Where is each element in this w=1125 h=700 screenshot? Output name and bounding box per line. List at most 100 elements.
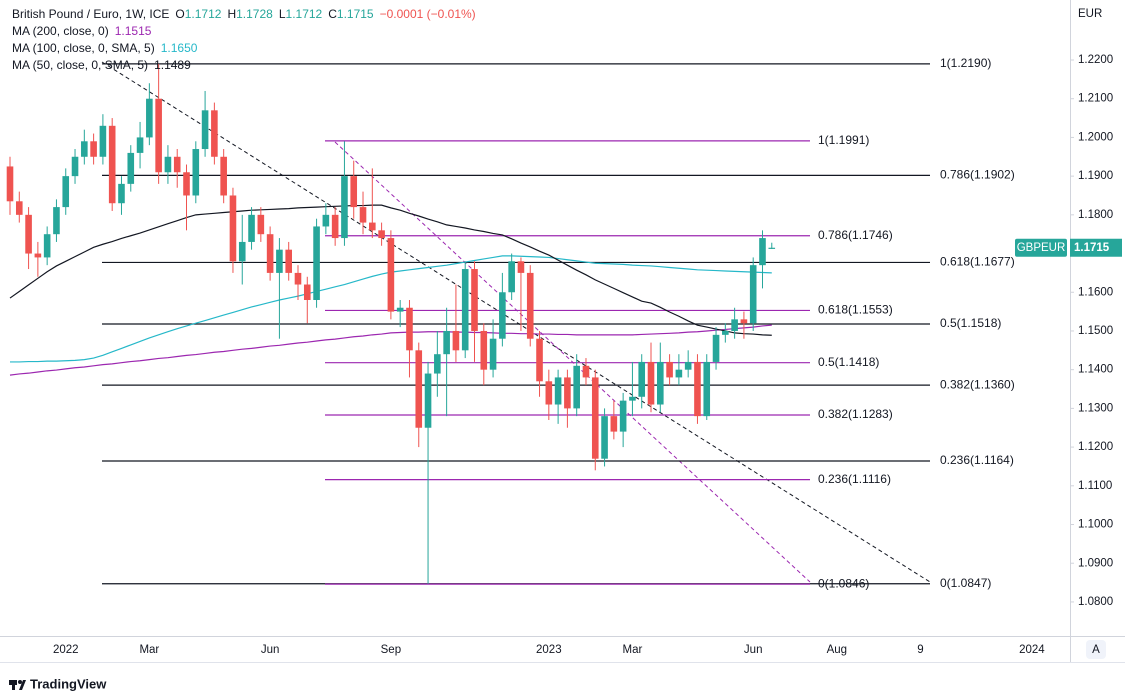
fib-label: 0.618(1.1677) xyxy=(940,255,1015,269)
y-tick-label: 1.1400 xyxy=(1078,364,1113,376)
candle-body xyxy=(229,195,237,262)
y-tick-label: 1.2000 xyxy=(1078,131,1113,143)
y-tick-label: 1.1500 xyxy=(1078,325,1113,337)
candle-body xyxy=(146,98,153,138)
candle-body xyxy=(591,377,599,459)
candle-body xyxy=(183,172,190,196)
ohlc-key: O xyxy=(175,7,184,21)
auto-scale-button[interactable] xyxy=(1086,640,1106,659)
candle-body xyxy=(768,247,776,249)
candle-body xyxy=(536,338,543,382)
x-tick-label: 9 xyxy=(917,644,923,656)
candle-body xyxy=(424,373,432,428)
y-tick-label: 1.0800 xyxy=(1078,596,1113,608)
y-tick-label: 1.1200 xyxy=(1078,441,1113,453)
x-tick-label: Jun xyxy=(261,644,280,656)
price-label: 1.1715 xyxy=(1074,242,1110,254)
y-tick-label: 1.1100 xyxy=(1078,480,1112,492)
y-tick-label: 1.2200 xyxy=(1078,54,1113,66)
candle-body xyxy=(675,369,683,378)
candle-body xyxy=(499,292,506,339)
candle-body xyxy=(489,338,497,370)
x-tick-label: Sep xyxy=(381,644,401,656)
candle-body xyxy=(712,334,720,362)
y-tick-label: 1.1000 xyxy=(1078,519,1113,531)
axis-layer: 1.2200 1.2100 1.2000 1.1900 1.1800 1.1600 1.15… xyxy=(53,54,1113,656)
x-tick-label: 2024 xyxy=(1019,644,1045,656)
trend-line xyxy=(334,141,811,583)
legend-value: 1.1515 xyxy=(115,24,152,38)
candle-body xyxy=(62,176,70,208)
candle-body xyxy=(480,330,488,370)
candle-body xyxy=(554,377,562,405)
candle-body xyxy=(248,214,255,242)
candle-body xyxy=(461,269,469,351)
candle-body xyxy=(647,361,655,405)
candle-body xyxy=(657,361,664,405)
candle-body xyxy=(257,214,265,235)
x-tick-label: Mar xyxy=(139,644,159,656)
legend: British Pound / Euro, 1W, ICE O1.1712 H1.1… xyxy=(12,7,476,72)
candle-body xyxy=(629,396,636,401)
fib-label: 0(1.0846) xyxy=(818,576,869,590)
brand-logo xyxy=(9,680,26,690)
x-tick-label: 2022 xyxy=(53,644,79,656)
candle-body xyxy=(266,234,274,273)
candle-body xyxy=(303,284,311,300)
symbol-badge xyxy=(1015,238,1067,257)
candle-body xyxy=(118,183,125,204)
change-value: −0.0001 (−0.01%) xyxy=(380,7,476,21)
candle-body xyxy=(526,272,534,339)
candle-body xyxy=(127,152,135,184)
fib-label: 1(1.1991) xyxy=(818,133,869,147)
candle-body xyxy=(90,141,97,157)
candle-body xyxy=(387,238,395,312)
candle-body xyxy=(740,319,748,324)
candle-body xyxy=(703,361,711,417)
candle-body xyxy=(108,125,116,204)
trend-line xyxy=(101,61,931,583)
y-tick-label: 1.1300 xyxy=(1078,402,1113,414)
candle-body xyxy=(508,261,515,293)
candle-layer xyxy=(6,63,776,584)
candle-body xyxy=(6,166,14,202)
candle-body xyxy=(43,234,51,258)
auto-scale-label[interactable]: A xyxy=(1092,644,1100,656)
x-tick-label: 2023 xyxy=(536,644,562,656)
candle-body xyxy=(359,207,367,223)
candle-body xyxy=(731,319,738,331)
candle-body xyxy=(25,214,32,254)
candle-body xyxy=(322,214,330,227)
legend-title-row: British Pound / Euro, 1W, ICE O1.1712 H1.1… xyxy=(12,7,476,21)
candle-body xyxy=(350,176,358,208)
candle-body xyxy=(415,350,423,428)
y-tick-label: 1.0900 xyxy=(1078,557,1113,569)
currency-label: EUR xyxy=(1078,8,1102,20)
fib-label: 0.618(1.1553) xyxy=(818,303,893,317)
candle-body xyxy=(341,176,348,239)
ohlc-value: 1.1715 xyxy=(337,7,374,21)
candle-body xyxy=(155,98,162,173)
fib-label: 0.382(1.1283) xyxy=(818,407,893,421)
candle-body xyxy=(369,222,376,231)
legend-row: MA (200, close, 0) 1.1515 xyxy=(12,24,152,38)
candle-body xyxy=(471,269,478,331)
candle-body xyxy=(573,365,580,409)
candle-body xyxy=(545,381,553,405)
candle-body xyxy=(192,149,200,196)
fib-label: 0(1.0847) xyxy=(940,576,991,590)
y-tick-label: 1.1600 xyxy=(1078,286,1113,298)
candle-body xyxy=(15,201,23,215)
candle-body xyxy=(434,354,441,374)
y-tick-label: 1.1800 xyxy=(1078,209,1113,221)
fib-label: 0.382(1.1360) xyxy=(940,377,1015,391)
candle-body xyxy=(378,230,385,239)
candle-body xyxy=(285,249,292,273)
candle-body xyxy=(331,214,339,239)
ohlc-key: C xyxy=(328,7,337,21)
ohlc-key: H xyxy=(227,7,236,21)
candle-body xyxy=(238,241,246,262)
candle-body xyxy=(722,330,729,335)
candle-body xyxy=(396,307,404,312)
candle-body xyxy=(406,307,413,351)
